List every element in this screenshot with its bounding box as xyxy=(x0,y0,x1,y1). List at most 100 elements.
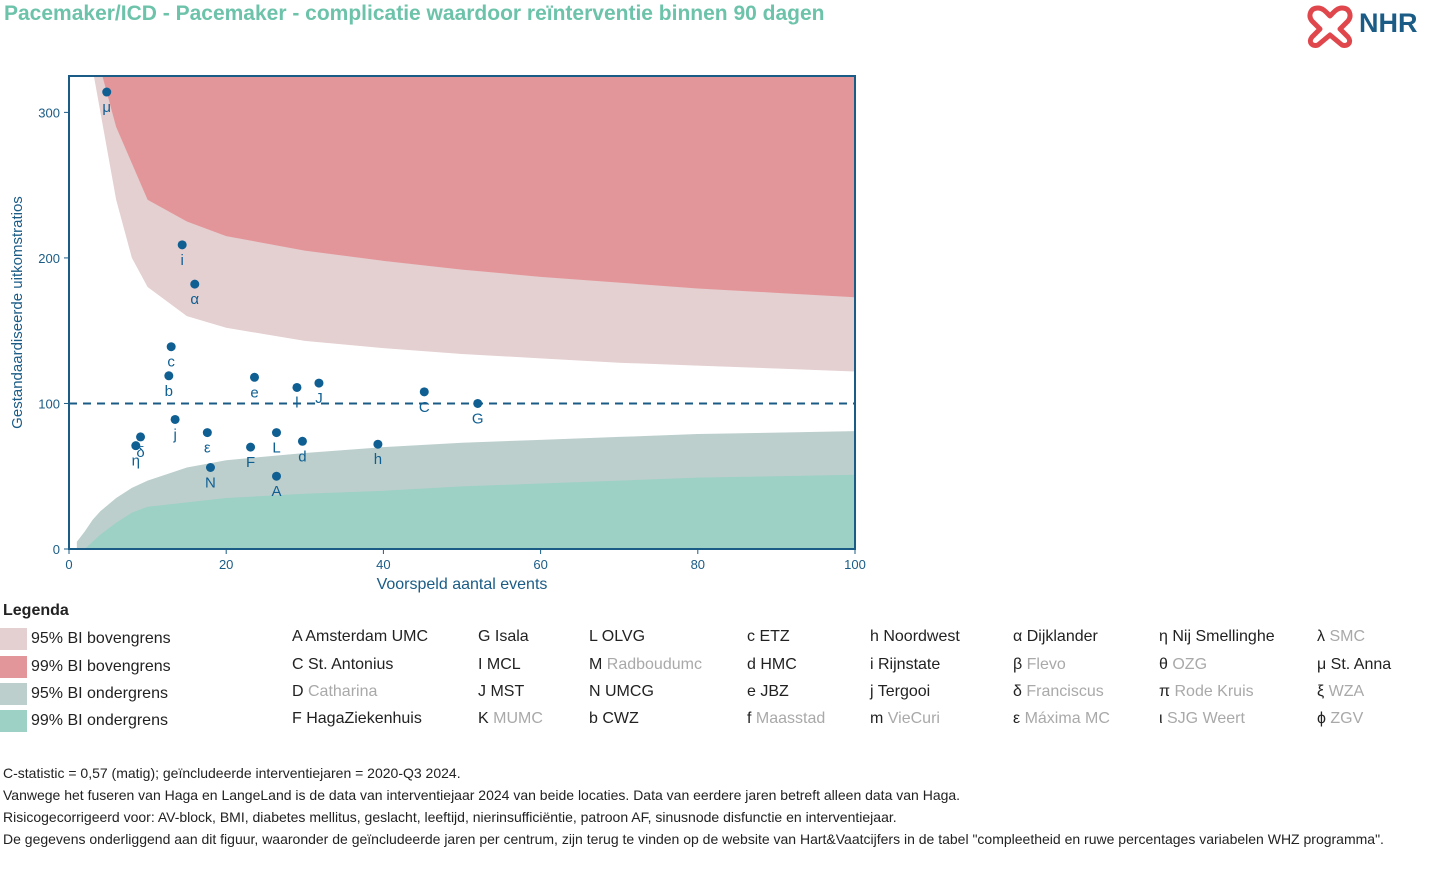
data-point xyxy=(177,240,187,250)
centre-name: ZGV xyxy=(1330,710,1364,727)
point-label: N xyxy=(205,474,216,491)
legend-centre-item: m VieCuri xyxy=(870,710,940,728)
legend-centre-item: h Noordwest xyxy=(870,628,960,646)
y-tick-label: 300 xyxy=(38,105,60,120)
y-tick-label: 100 xyxy=(38,396,60,411)
point-label: C xyxy=(419,399,430,416)
legend-centre-item: j Tergooi xyxy=(870,683,930,701)
centre-name: Flevo xyxy=(1026,656,1066,673)
legend-centre-item: L OLVG xyxy=(589,628,645,646)
data-point xyxy=(473,398,483,408)
point-label: J xyxy=(315,390,323,407)
point-label: c xyxy=(167,354,175,371)
centre-code: ι xyxy=(1159,710,1167,727)
data-point xyxy=(419,387,429,397)
footnote-line: De gegevens onderliggend aan dit figuur,… xyxy=(3,831,1384,847)
legend-centre-item: N UMCG xyxy=(589,683,654,701)
centre-name: Rode Kruis xyxy=(1174,683,1254,700)
legend-centre-item: D Catharina xyxy=(292,683,377,701)
centre-code: ε xyxy=(1013,710,1025,727)
data-point xyxy=(292,382,302,392)
legend-centre-item: I MCL xyxy=(478,656,521,674)
centre-code: m xyxy=(870,710,888,727)
centre-name: VieCuri xyxy=(887,710,940,727)
band-upper-99 xyxy=(102,76,855,298)
centre-code: c xyxy=(747,628,760,645)
footnote-line: Risicogecorrigeerd voor: AV-block, BMI, … xyxy=(3,809,897,825)
legend-centre-item: f Maasstad xyxy=(747,710,825,728)
legend-band-label: 95% BI bovengrens xyxy=(31,630,171,647)
y-tick-label: 200 xyxy=(38,251,60,266)
centre-name: Isala xyxy=(494,628,529,645)
legend-title: Legenda xyxy=(3,602,69,619)
point-label: ε xyxy=(204,440,211,457)
centre-code: F xyxy=(292,710,307,727)
data-point xyxy=(136,432,146,442)
centre-code: L xyxy=(589,628,602,645)
data-point xyxy=(249,372,259,382)
centre-name: Noordwest xyxy=(883,628,960,645)
centre-name: St. Antonius xyxy=(308,656,394,673)
centre-code: C xyxy=(292,656,308,673)
legend-centre-item: ι SJG Weert xyxy=(1159,710,1245,728)
point-label: e xyxy=(250,384,258,401)
centre-code: i xyxy=(870,656,878,673)
legend-centre-item: c ETZ xyxy=(747,628,790,646)
band-lower-99 xyxy=(76,474,855,549)
legend-centre-item: α Dijklander xyxy=(1013,628,1098,646)
centre-name: CWZ xyxy=(602,710,639,727)
centre-name: Catharina xyxy=(308,683,378,700)
legend-centre-item: A Amsterdam UMC xyxy=(292,628,428,646)
x-tick-label: 80 xyxy=(691,557,705,572)
data-point xyxy=(166,342,176,352)
legend-swatch xyxy=(0,628,27,650)
centre-code: J xyxy=(478,683,491,700)
centre-code: η xyxy=(1159,628,1173,645)
centre-code: h xyxy=(870,628,884,645)
legend-swatch xyxy=(0,710,27,732)
centre-name: WZA xyxy=(1328,683,1365,700)
point-label: F xyxy=(246,454,255,471)
point-label: d xyxy=(298,448,306,465)
x-tick-label: 100 xyxy=(844,557,866,572)
centre-name: JBZ xyxy=(760,683,789,700)
legend-centre-item: ξ WZA xyxy=(1317,683,1364,701)
legend-band-label: 99% BI ondergrens xyxy=(31,712,168,729)
centre-name: Dijklander xyxy=(1026,628,1098,645)
point-label: η xyxy=(132,453,140,470)
point-label: μ xyxy=(102,99,111,116)
centre-name: St. Anna xyxy=(1330,656,1392,673)
centre-name: HMC xyxy=(760,656,797,673)
legend-centre-item: b CWZ xyxy=(589,710,639,728)
centre-code: N xyxy=(589,683,605,700)
centre-name: Maasstad xyxy=(755,710,826,727)
page-title: Pacemaker/ICD - Pacemaker - complicatie … xyxy=(4,2,825,25)
legend-centre-item: F HagaZiekenhuis xyxy=(292,710,422,728)
centre-name: MST xyxy=(490,683,525,700)
centre-code: j xyxy=(870,683,878,700)
centre-code: ϕ xyxy=(1317,710,1331,727)
legend-centre-item: μ St. Anna xyxy=(1317,656,1391,674)
centre-name: Franciscus xyxy=(1026,683,1104,700)
centre-code: D xyxy=(292,683,308,700)
logo-text: NHR xyxy=(1359,8,1418,38)
point-label: l xyxy=(295,394,298,411)
legend-centre-item: π Rode Kruis xyxy=(1159,683,1254,701)
centre-name: HagaZiekenhuis xyxy=(306,710,422,727)
plot-area: μ i α cb e l J C Gj ε δη FLd h N A xyxy=(69,76,855,549)
x-tick-label: 40 xyxy=(376,557,390,572)
legend-centre-item: e JBZ xyxy=(747,683,789,701)
legend-band-label: 99% BI bovengrens xyxy=(31,658,171,675)
point-label: A xyxy=(271,483,281,500)
x-tick-label: 0 xyxy=(65,557,72,572)
point-label: j xyxy=(172,426,176,443)
data-point xyxy=(272,471,282,481)
legend-band-item: 99% BI ondergrens xyxy=(0,709,168,733)
centre-name: MUMC xyxy=(493,710,543,727)
x-tick-label: 60 xyxy=(533,557,547,572)
legend-centre-item: β Flevo xyxy=(1013,656,1066,674)
x-tick-label: 20 xyxy=(219,557,233,572)
point-label: G xyxy=(472,410,484,427)
centre-name: Tergooi xyxy=(877,683,931,700)
centre-name: OZG xyxy=(1172,656,1208,673)
